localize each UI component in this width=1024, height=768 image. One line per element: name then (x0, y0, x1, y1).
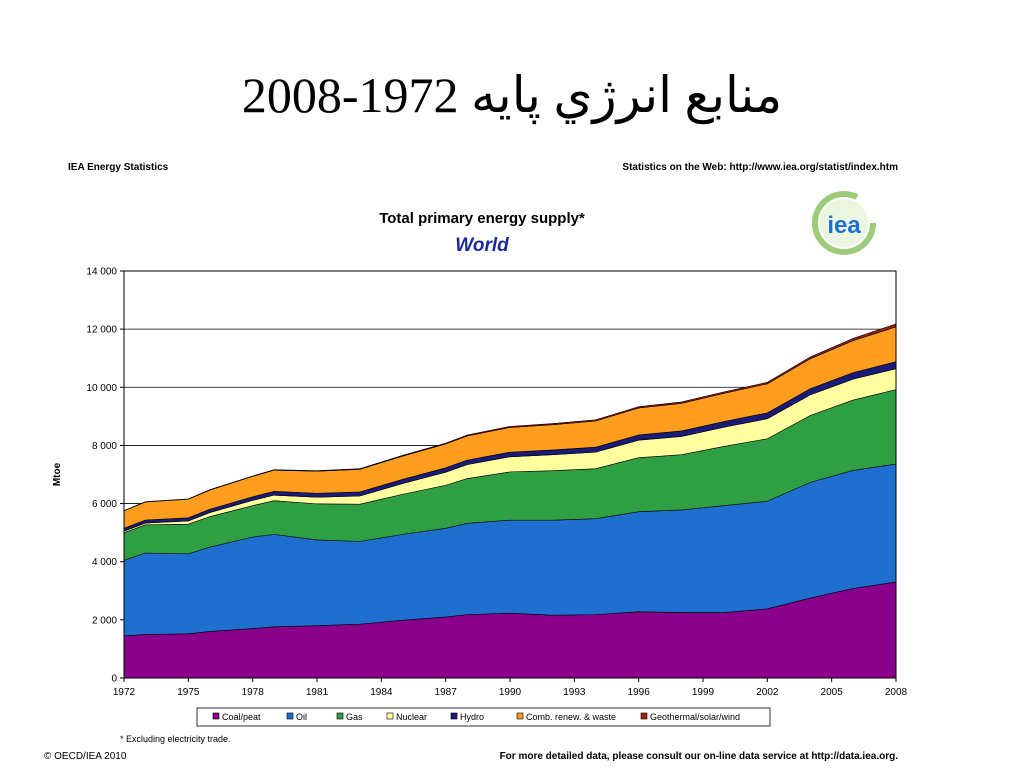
x-tick-label: 1999 (692, 687, 715, 698)
legend-swatch-gas (336, 712, 344, 720)
chart-title: Total primary energy supply* (379, 210, 585, 227)
y-tick-label: 4 000 (92, 557, 117, 568)
x-tick-label: 1972 (113, 687, 136, 698)
legend-label-oil: Oil (296, 712, 307, 722)
x-tick-label: 1990 (499, 687, 522, 698)
y-tick-label: 12 000 (86, 325, 117, 336)
legend-swatch-coal-peat (212, 712, 220, 720)
web-link-header[interactable]: Statistics on the Web: http://www.iea.or… (622, 162, 898, 173)
y-tick-label: 8 000 (92, 441, 117, 452)
iea-logo-icon: iea (812, 191, 876, 255)
legend-box (196, 707, 771, 727)
chart-subtitle: World (455, 235, 509, 256)
legend-swatch-hydro (450, 712, 458, 720)
legend: Coal/peat Oil Gas Nuclear Hydro Comb. renew. … (196, 707, 771, 727)
data-service-link[interactable]: For more detailed data, please consult o… (499, 751, 898, 762)
x-tick-label: 1981 (306, 687, 329, 698)
copyright: © OECD/IEA 2010 (44, 751, 127, 762)
legend-label-comb-renew-waste: Comb. renew. & waste (526, 712, 616, 722)
x-tick-label: 2002 (756, 687, 779, 698)
y-tick-label: 0 (111, 674, 117, 685)
x-axis: 1972 1975 1978 1981 1984 1987 1990 1993 1996 1999… (113, 678, 908, 698)
x-tick-label: 1987 (435, 687, 458, 698)
legend-swatch-oil (286, 712, 294, 720)
y-tick-label: 2 000 (92, 615, 117, 626)
legend-swatch-comb-renew-waste (516, 712, 524, 720)
stacked-areas (123, 323, 897, 679)
x-tick-label: 1978 (242, 687, 265, 698)
slide-title: منابع انرژي پايه 1972-2008 (241, 67, 783, 123)
legend-label-gas: Gas (346, 712, 363, 722)
y-tick-label: 6 000 (92, 499, 117, 510)
x-tick-label: 2008 (885, 687, 908, 698)
y-tick-label: 10 000 (86, 383, 117, 394)
x-tick-label: 1975 (177, 687, 200, 698)
logo-text: iea (827, 212, 861, 239)
y-axis: 0 2 000 4 000 6 000 8 000 10 000 12 000 14 000 (86, 267, 124, 685)
footnote: * Excluding electricity trade. (120, 734, 231, 744)
y-axis-label: Mtoe (52, 462, 63, 486)
x-tick-label: 1984 (370, 687, 393, 698)
y-tick-label: 14 000 (86, 267, 117, 278)
x-tick-label: 1996 (628, 687, 651, 698)
legend-label-hydro: Hydro (460, 712, 484, 722)
x-tick-label: 1993 (563, 687, 586, 698)
legend-swatch-nuclear (386, 712, 394, 720)
legend-label-nuclear: Nuclear (396, 712, 427, 722)
source-header: IEA Energy Statistics (68, 162, 169, 173)
x-tick-label: 2005 (821, 687, 844, 698)
legend-swatch-geothermal-solar-wind (640, 712, 648, 720)
legend-label-coal-peat: Coal/peat (222, 712, 261, 722)
legend-label-geothermal-solar-wind: Geothermal/solar/wind (650, 712, 740, 722)
